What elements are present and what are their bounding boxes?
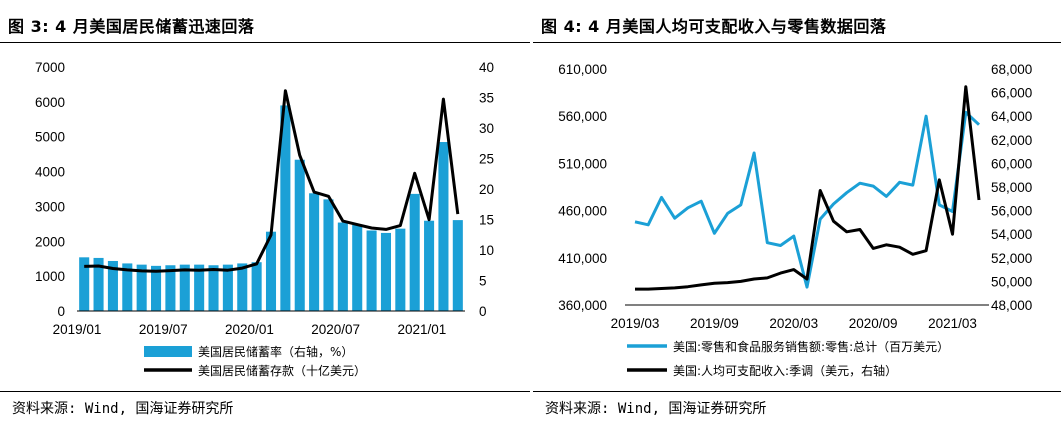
savings-rate-bar — [107, 260, 118, 311]
right-y-tick-label: 58,000 — [991, 180, 1032, 195]
right-y-tick-label: 25 — [479, 152, 494, 167]
x-tick-label: 2019/09 — [690, 316, 739, 331]
left-y-tick-label: 610,000 — [558, 62, 607, 77]
savings-rate-bar — [208, 265, 219, 311]
right-y-tick-label: 48,000 — [991, 298, 1032, 313]
right-y-tick-label: 54,000 — [991, 227, 1032, 242]
legend-label-disposable-income: 美国:人均可支配收入:季调（美元，右轴） — [673, 363, 897, 378]
legend-label-savings-rate: 美国居民储蓄率（右轴，%） — [198, 344, 353, 359]
savings-rate-bar — [265, 231, 277, 311]
right-y-tick-label: 40 — [479, 60, 494, 75]
savings-rate-bar — [194, 264, 205, 311]
left-source-rule — [0, 391, 530, 392]
right-y-tick-label: 62,000 — [991, 133, 1032, 148]
right-y-tick-label: 30 — [479, 121, 494, 136]
x-tick-label: 2019/07 — [139, 322, 188, 337]
left-y-tick-label: 7000 — [35, 60, 65, 75]
savings-rate-bar — [122, 263, 133, 311]
x-tick-label: 2020/09 — [849, 316, 898, 331]
left-y-tick-label: 460,000 — [558, 204, 607, 219]
right-y-tick-label: 68,000 — [991, 62, 1032, 77]
savings-rate-bar — [79, 257, 90, 311]
x-tick-label: 2020/01 — [225, 322, 274, 337]
savings-rate-bar — [280, 105, 291, 312]
savings-rate-bar — [136, 264, 147, 311]
savings-deposit-line — [84, 89, 460, 273]
savings-rate-bar — [309, 193, 320, 311]
savings-rate-bar — [452, 220, 463, 311]
x-tick-label: 2020/03 — [769, 316, 818, 331]
right-y-tick-label: 56,000 — [991, 204, 1032, 219]
income-retail-chart: 360,000 410,000 460,000 510,000 560,000 610,0… — [558, 62, 1032, 378]
savings-rate-bar — [294, 159, 305, 311]
right-y-tick-label: 15 — [479, 213, 494, 228]
left-y-tick-label: 410,000 — [558, 251, 607, 266]
right-title-rule — [533, 42, 1061, 43]
savings-rate-bar — [424, 220, 435, 311]
left-y-tick-label: 0 — [57, 304, 65, 319]
savings-rate-bar — [366, 230, 377, 311]
right-figure-title: 图 4: 4 月美国人均可支配收入与零售数据回落 — [541, 17, 887, 36]
left-figure-title: 图 3: 4 月美国居民储蓄迅速回落 — [8, 17, 255, 36]
left-y-tick-label: 3000 — [35, 199, 65, 214]
right-y-tick-label: 10 — [479, 243, 494, 258]
retail-sales-line — [634, 110, 981, 289]
left-y-tick-label: 560,000 — [558, 109, 607, 124]
right-y-tick-label: 50,000 — [991, 274, 1032, 289]
right-y-tick-label: 35 — [479, 91, 494, 106]
left-y-tick-label: 5000 — [35, 130, 65, 145]
right-figure-panel: 图 4: 4 月美国人均可支配收入与零售数据回落 360,000 410,000 4… — [533, 0, 1061, 430]
disposable-income-line — [635, 85, 981, 291]
savings-rate-bar — [237, 263, 248, 311]
right-y-tick-label: 66,000 — [991, 86, 1032, 101]
left-y-tick-label: 4000 — [35, 165, 65, 180]
right-y-tick-label: 60,000 — [991, 156, 1032, 171]
savings-rate-bar — [93, 257, 104, 311]
right-y-tick-label: 64,000 — [991, 109, 1032, 124]
legend-label-savings-deposit: 美国居民储蓄存款（十亿美元） — [198, 363, 366, 378]
right-source-note: 资料来源: Wind, 国海证券研究所 — [545, 401, 767, 417]
x-tick-label: 2021/03 — [928, 316, 977, 331]
x-tick-label: 2020/07 — [311, 322, 360, 337]
left-source-note: 资料来源: Wind, 国海证券研究所 — [12, 401, 234, 417]
right-source-rule — [533, 391, 1061, 392]
legend-swatch-bar — [144, 346, 192, 357]
savings-rate-bar — [323, 199, 334, 311]
x-tick-label: 2019/03 — [611, 316, 660, 331]
left-y-tick-label: 6000 — [35, 95, 65, 110]
savings-rate-bar — [222, 264, 233, 311]
savings-rate-bar — [251, 262, 262, 311]
savings-rate-bar — [337, 222, 348, 311]
savings-chart: 0 1000 2000 3000 4000 5000 6000 7000 0 5 10 15 20 25 3… — [35, 60, 494, 378]
legend-label-retail-sales: 美国:零售和食品服务销售额:零售:总计（百万美元） — [673, 339, 949, 354]
right-y-tick-label: 20 — [479, 182, 494, 197]
x-tick-label: 2021/01 — [397, 322, 446, 337]
right-y-tick-label: 0 — [479, 304, 487, 319]
left-y-tick-label: 510,000 — [558, 156, 607, 171]
savings-rate-bar — [395, 228, 406, 311]
savings-rate-bar — [380, 232, 391, 311]
left-figure-panel: 图 3: 4 月美国居民储蓄迅速回落 0 1000 2000 3000 4000 5000… — [0, 0, 530, 430]
savings-rate-bar — [165, 265, 176, 311]
savings-rate-bar — [179, 264, 190, 311]
x-tick-label: 2019/01 — [53, 322, 102, 337]
left-y-tick-label: 360,000 — [558, 298, 607, 313]
right-y-tick-label: 52,000 — [991, 251, 1032, 266]
savings-rate-bar — [438, 142, 449, 311]
savings-rate-bar — [151, 265, 162, 311]
savings-rate-bar — [409, 193, 420, 311]
left-y-tick-label: 1000 — [35, 269, 65, 284]
left-title-rule — [0, 42, 530, 43]
savings-rate-bar — [352, 224, 363, 311]
left-y-tick-label: 2000 — [35, 234, 65, 249]
right-y-tick-label: 5 — [479, 274, 487, 289]
